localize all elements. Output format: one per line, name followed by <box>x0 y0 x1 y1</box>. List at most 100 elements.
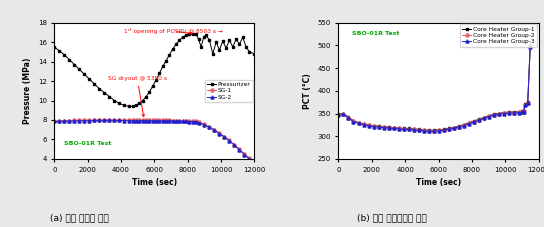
Core Heater Group-2 <box>380 126 387 128</box>
Pressurizer <box>146 90 153 93</box>
SG-2 <box>163 120 169 122</box>
Core Heater Group-1 <box>410 128 417 130</box>
SG-2 <box>206 126 213 129</box>
SG-1 <box>76 119 83 122</box>
SG-2 <box>133 119 139 122</box>
Core Heater Group-3 <box>440 129 447 132</box>
SG-2 <box>126 119 133 122</box>
SG-1 <box>106 118 113 121</box>
Core Heater Group-1 <box>421 128 427 131</box>
SG-1 <box>61 119 67 122</box>
Core Heater Group-3 <box>510 112 517 114</box>
Text: SG dryout @ 5390 s: SG dryout @ 5390 s <box>108 76 167 117</box>
SG-2 <box>106 119 113 122</box>
SG-1 <box>116 119 123 121</box>
SG-1 <box>121 119 128 121</box>
Core Heater Group-1 <box>390 126 397 129</box>
Text: SBO-01R Test: SBO-01R Test <box>64 141 112 146</box>
Core Heater Group-1 <box>495 112 502 115</box>
Pressurizer <box>51 46 58 48</box>
Core Heater Group-1 <box>524 101 531 104</box>
SG-2 <box>56 120 63 123</box>
SG-2 <box>96 119 103 122</box>
Core Heater Group-2 <box>365 124 372 127</box>
SG-1 <box>180 119 186 122</box>
Core Heater Group-1 <box>440 128 447 131</box>
Pressurizer <box>251 52 258 55</box>
SG-2 <box>146 119 153 122</box>
SG-2 <box>86 119 92 122</box>
Core Heater Group-1 <box>480 116 487 119</box>
SG-2 <box>81 119 88 122</box>
Core Heater Group-1 <box>455 125 462 128</box>
SG-2 <box>76 119 83 122</box>
SG-2 <box>91 119 98 122</box>
Core Heater Group-1 <box>515 110 522 113</box>
Core Heater Group-2 <box>490 114 497 116</box>
Core Heater Group-3 <box>355 122 362 125</box>
SG-1 <box>111 118 118 121</box>
Core Heater Group-3 <box>518 111 525 114</box>
Text: (a) 계통 압력의 변화: (a) 계통 압력의 변화 <box>50 213 108 222</box>
SG-2 <box>139 119 146 122</box>
SG-2 <box>116 119 123 122</box>
SG-2 <box>136 119 143 122</box>
SG-1 <box>189 120 196 123</box>
X-axis label: Time (sec): Time (sec) <box>132 178 177 187</box>
Core Heater Group-3 <box>505 112 512 114</box>
SG-2 <box>121 119 128 122</box>
SG-1 <box>159 119 166 122</box>
Core Heater Group-3 <box>470 121 477 123</box>
Core Heater Group-3 <box>375 126 382 128</box>
SG-1 <box>196 121 203 124</box>
SG-2 <box>156 119 163 122</box>
SG-2 <box>236 149 243 151</box>
Core Heater Group-2 <box>485 115 492 118</box>
SG-2 <box>71 120 78 122</box>
Core Heater Group-3 <box>410 128 417 131</box>
Core Heater Group-1 <box>490 113 497 116</box>
Core Heater Group-1 <box>355 121 362 124</box>
SG-1 <box>101 118 108 121</box>
Core Heater Group-1 <box>380 125 387 128</box>
SG-1 <box>170 119 176 122</box>
Core Heater Group-2 <box>421 129 427 132</box>
SG-2 <box>246 158 253 160</box>
SG-1 <box>139 119 146 122</box>
Core Heater Group-2 <box>410 128 417 131</box>
Core Heater Group-3 <box>365 124 372 127</box>
SG-1 <box>231 143 238 146</box>
Core Heater Group-3 <box>500 112 507 115</box>
SG-2 <box>180 120 186 123</box>
Core Heater Group-2 <box>360 123 367 126</box>
Core Heater Group-3 <box>390 127 397 130</box>
SG-2 <box>150 119 156 122</box>
Core Heater Group-2 <box>446 128 452 130</box>
SG-2 <box>101 119 108 122</box>
Core Heater Group-2 <box>355 122 362 124</box>
Core Heater Group-2 <box>415 128 422 131</box>
SG-2 <box>166 120 172 122</box>
Core Heater Group-3 <box>485 115 492 118</box>
SG-1 <box>206 126 213 128</box>
SG-2 <box>159 119 166 122</box>
Core Heater Group-1 <box>345 116 352 118</box>
Core Heater Group-1 <box>360 123 367 125</box>
Core Heater Group-2 <box>465 122 472 125</box>
Core Heater Group-2 <box>395 127 402 130</box>
Core Heater Group-1 <box>385 126 392 128</box>
Pressurizer <box>200 36 207 39</box>
Core Heater Group-3 <box>465 123 472 125</box>
Core Heater Group-3 <box>475 119 482 122</box>
Core Heater Group-1 <box>335 113 342 116</box>
Core Heater Group-1 <box>522 103 528 106</box>
SG-1 <box>251 160 258 162</box>
Core Heater Group-1 <box>500 111 507 114</box>
Core Heater Group-1 <box>350 119 357 122</box>
Core Heater Group-1 <box>405 127 412 130</box>
Legend: Core Heater Group-1, Core Heater Group-2, Core Heater Group-3: Core Heater Group-1, Core Heater Group-2… <box>460 25 537 47</box>
Core Heater Group-3 <box>520 110 527 113</box>
Core Heater Group-1 <box>430 129 437 132</box>
SG-2 <box>241 153 248 156</box>
Core Heater Group-2 <box>475 118 482 121</box>
